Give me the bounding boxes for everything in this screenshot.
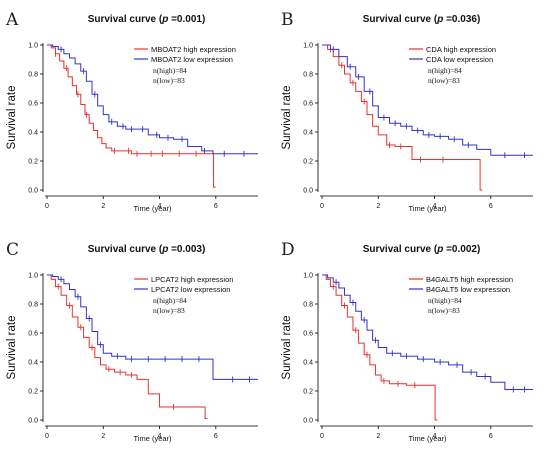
series-line-high — [47, 44, 216, 188]
chart-title: Survival curve (p =0.036) — [363, 14, 481, 25]
y-tick-label: 0.2 — [303, 159, 313, 166]
y-tick-label: 0.2 — [28, 389, 38, 396]
x-tick-label: 6 — [214, 433, 218, 440]
series-line-low — [322, 274, 533, 391]
y-tick-label: 0.4 — [28, 360, 38, 367]
y-tick-label: 0.2 — [28, 159, 38, 166]
x-tick-label: 4 — [433, 203, 437, 210]
chart-title-suffix: =0.003) — [168, 244, 205, 255]
x-tick-label: 6 — [489, 433, 493, 440]
series-line-low — [47, 274, 258, 380]
panel-letter: A — [5, 10, 19, 30]
series-line-high — [47, 274, 208, 420]
n-low-label: n(low)=83 — [153, 76, 185, 85]
y-axis-label: Survival rate — [6, 316, 18, 380]
chart-panel-b: B Survival curve (p =0.036) Survival rate T… — [275, 0, 550, 230]
x-tick-label: 0 — [320, 203, 324, 210]
x-axis-label: Time (year) — [133, 434, 172, 443]
y-tick-label: 0.6 — [28, 331, 38, 338]
series-line-low — [47, 44, 258, 155]
x-tick-label: 4 — [158, 203, 162, 210]
n-high-label: n(high)=84 — [428, 296, 462, 305]
legend-label-low: CDA low expression — [426, 55, 493, 64]
panel-letter: C — [6, 240, 19, 260]
x-tick-label: 0 — [320, 433, 324, 440]
y-tick-label: 0.0 — [303, 418, 313, 425]
chart-title-prefix: Survival curve ( — [363, 14, 438, 25]
n-low-label: n(low)=83 — [428, 306, 460, 315]
chart-title-prefix: Survival curve ( — [363, 244, 438, 255]
survival-chart-b: B Survival curve (p =0.036) Survival rate T… — [281, 10, 533, 213]
y-tick-label: 0.0 — [28, 418, 38, 425]
chart-panel-d: D Survival curve (p =0.002) Survival rate T… — [275, 230, 550, 461]
x-tick-label: 0 — [45, 433, 49, 440]
y-tick-label: 0.8 — [303, 72, 313, 79]
x-tick-label: 2 — [101, 203, 105, 210]
y-tick-label: 0.6 — [28, 101, 38, 108]
legend-label-low: LPCAT2 low expression — [151, 285, 230, 294]
chart-title-prefix: Survival curve ( — [88, 244, 163, 255]
y-axis-label: Survival rate — [281, 86, 293, 150]
chart-title: Survival curve (p =0.001) — [88, 14, 206, 25]
y-tick-label: 1.0 — [303, 43, 313, 50]
y-tick-label: 0.0 — [303, 188, 313, 195]
y-tick-label: 0.6 — [303, 331, 313, 338]
n-low-label: n(low)=83 — [153, 306, 185, 315]
survival-chart-a: A Survival curve (p =0.001) Survival rate T… — [5, 10, 258, 213]
y-tick-label: 0.8 — [303, 302, 313, 309]
legend-label-high: CDA high expression — [426, 45, 496, 54]
chart-title-suffix: =0.001) — [168, 14, 205, 25]
n-low-label: n(low)=83 — [428, 76, 460, 85]
n-high-label: n(high)=84 — [153, 66, 187, 75]
chart-title-p: p — [436, 244, 443, 255]
series-line-high — [322, 274, 438, 421]
y-tick-label: 0.4 — [28, 130, 38, 137]
y-tick-label: 0.0 — [28, 188, 38, 195]
chart-panel-c: C Survival curve (p =0.003) Survival rate T… — [0, 230, 275, 461]
legend-label-high: B4GALT5 high expression — [426, 275, 513, 284]
chart-title-suffix: =0.002) — [443, 244, 480, 255]
chart-title-p: p — [161, 244, 168, 255]
x-axis-label: Time (year) — [408, 434, 447, 443]
survival-chart-d: D Survival curve (p =0.002) Survival rate T… — [281, 240, 533, 443]
legend-label-high: LPCAT2 high expression — [151, 275, 233, 284]
y-tick-label: 1.0 — [28, 43, 38, 50]
y-tick-label: 0.8 — [28, 72, 38, 79]
n-high-label: n(high)=84 — [153, 296, 187, 305]
chart-title-p: p — [436, 14, 443, 25]
survival-chart-c: C Survival curve (p =0.003) Survival rate T… — [6, 240, 258, 443]
x-tick-label: 0 — [45, 203, 49, 210]
x-tick-label: 4 — [158, 433, 162, 440]
y-tick-label: 0.6 — [303, 101, 313, 108]
y-axis-label: Survival rate — [6, 86, 18, 150]
y-tick-label: 0.4 — [303, 360, 313, 367]
chart-title: Survival curve (p =0.002) — [363, 244, 481, 255]
y-tick-label: 0.8 — [28, 302, 38, 309]
y-axis-label: Survival rate — [281, 316, 293, 380]
chart-title-prefix: Survival curve ( — [88, 14, 163, 25]
panel-letter: B — [281, 10, 294, 30]
x-tick-label: 2 — [376, 433, 380, 440]
chart-panel-a: A Survival curve (p =0.001) Survival rate T… — [0, 0, 275, 230]
y-tick-label: 1.0 — [303, 273, 313, 280]
panel-letter: D — [281, 240, 295, 260]
x-axis-label: Time (year) — [133, 204, 172, 213]
y-tick-label: 1.0 — [28, 273, 38, 280]
x-axis-label: Time (year) — [408, 204, 447, 213]
x-tick-label: 6 — [489, 203, 493, 210]
series-line-high — [322, 44, 483, 191]
y-tick-label: 0.2 — [303, 389, 313, 396]
n-high-label: n(high)=84 — [428, 66, 462, 75]
x-tick-label: 2 — [101, 433, 105, 440]
chart-title-p: p — [161, 14, 168, 25]
y-tick-label: 0.4 — [303, 130, 313, 137]
legend-label-high: MBOAT2 high expression — [151, 45, 236, 54]
legend-label-low: B4GALT5 low expression — [426, 285, 510, 294]
x-tick-label: 2 — [376, 203, 380, 210]
chart-title: Survival curve (p =0.003) — [88, 244, 206, 255]
x-tick-label: 4 — [433, 433, 437, 440]
chart-title-suffix: =0.036) — [443, 14, 480, 25]
x-tick-label: 6 — [214, 203, 218, 210]
legend-label-low: MBOAT2 low expression — [151, 55, 233, 64]
